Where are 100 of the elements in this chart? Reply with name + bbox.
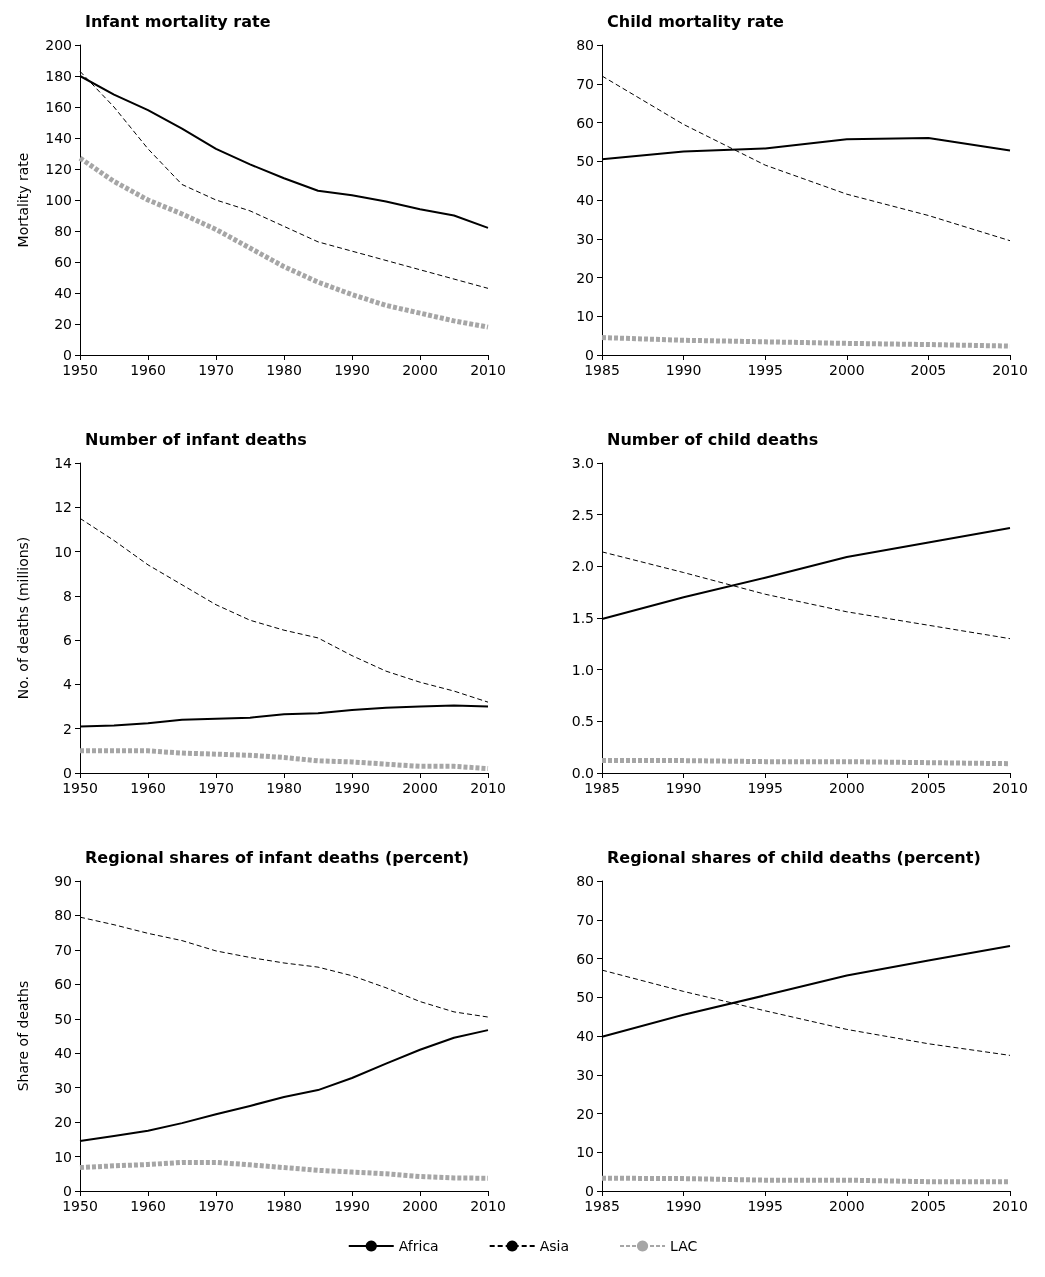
y-tick-label: 8 [63, 587, 72, 604]
x-tick-label: 2010 [470, 1198, 506, 1214]
x-tick-label: 1970 [198, 1198, 234, 1214]
y-tick-label: 40 [54, 1045, 72, 1062]
x-tick-label: 1950 [62, 780, 98, 796]
x-tick-label: 1950 [62, 362, 98, 378]
y-tick-label: 40 [576, 192, 594, 208]
y-tick-label: 10 [54, 1148, 72, 1165]
chart-title: Infant mortality rate [85, 11, 271, 31]
y-tick-label: 80 [576, 37, 594, 53]
y-tick-label: 70 [576, 75, 594, 92]
y-tick-label: 60 [576, 950, 594, 967]
y-tick-label: 60 [54, 976, 72, 993]
y-tick-label: 20 [54, 1114, 72, 1131]
y-tick-label: 3.0 [571, 455, 594, 471]
y-tick-label: 160 [45, 99, 72, 115]
chart-title: Number of child deaths [607, 429, 819, 449]
y-tick-label: 70 [576, 911, 594, 928]
x-tick-label: 1985 [584, 362, 620, 378]
y-tick-label: 0 [63, 1183, 72, 1199]
x-tick-label: 1995 [747, 1198, 784, 1214]
y-tick-label: 70 [54, 941, 72, 958]
y-tick-label: 30 [54, 1079, 72, 1096]
y-tick-label: 2.0 [571, 558, 594, 575]
y-tick-label: 50 [576, 153, 594, 170]
legend-label: Asia [539, 1238, 570, 1254]
y-tick-label: 80 [54, 907, 72, 924]
y-tick-label: 2 [63, 720, 72, 737]
y-tick-label: 12 [54, 499, 72, 516]
y-tick-label: 20 [576, 269, 594, 286]
y-tick-label: 200 [45, 37, 72, 53]
y-tick-label: 0 [63, 765, 72, 781]
x-tick-label: 1960 [130, 362, 166, 378]
y-tick-label: 40 [54, 285, 72, 301]
x-tick-label: 2010 [992, 780, 1028, 796]
x-tick-label: 2010 [470, 362, 506, 378]
x-tick-label: 2000 [828, 362, 865, 378]
y-tick-label: 30 [576, 230, 594, 247]
y-tick-label: 4 [63, 676, 73, 693]
y-tick-label: 60 [54, 254, 72, 270]
y-axis-title: Mortality rate [15, 152, 31, 248]
y-tick-label: 20 [576, 1105, 594, 1122]
y-tick-label: 50 [54, 1010, 72, 1027]
x-tick-label: 1985 [584, 780, 620, 796]
y-tick-label: 90 [54, 873, 72, 889]
x-tick-label: 1990 [665, 362, 702, 378]
x-tick-label: 1980 [266, 780, 302, 796]
y-tick-label: 14 [54, 455, 73, 471]
chart-title: Regional shares of infant deaths (percent) [85, 847, 470, 867]
x-tick-label: 1990 [334, 1198, 370, 1214]
y-tick-label: 10 [576, 1144, 594, 1161]
x-tick-label: 2000 [402, 362, 438, 378]
x-tick-label: 2005 [910, 362, 947, 378]
x-tick-label: 2010 [992, 1198, 1028, 1214]
x-tick-label: 1970 [198, 780, 234, 796]
y-tick-label: 10 [576, 308, 594, 325]
y-tick-label: 0 [585, 347, 594, 363]
y-tick-label: 0.0 [571, 765, 594, 781]
x-tick-label: 1990 [665, 780, 702, 796]
y-tick-label: 100 [45, 192, 72, 208]
chart-title: Number of infant deaths [85, 429, 307, 449]
x-tick-label: 1995 [747, 362, 784, 378]
x-tick-label: 1950 [62, 1198, 98, 1214]
x-tick-label: 2010 [470, 780, 506, 796]
y-tick-label: 1.0 [571, 661, 594, 678]
y-tick-label: 140 [45, 130, 72, 146]
y-tick-label: 40 [576, 1028, 594, 1044]
x-tick-label: 1990 [665, 1198, 702, 1214]
y-tick-label: 6 [63, 632, 73, 649]
y-tick-label: 10 [54, 543, 72, 560]
y-tick-label: 0.5 [571, 713, 594, 730]
chart-title: Regional shares of child deaths (percent) [607, 847, 981, 867]
y-tick-label: 50 [576, 989, 594, 1006]
x-tick-label: 1995 [747, 780, 784, 796]
x-tick-label: 1985 [584, 1198, 620, 1214]
x-tick-label: 1960 [130, 1198, 166, 1214]
x-tick-label: 1970 [198, 362, 234, 378]
y-tick-label: 120 [45, 161, 72, 177]
x-tick-label: 2000 [828, 780, 865, 796]
y-tick-label: 180 [45, 68, 72, 84]
x-tick-label: 1990 [334, 362, 370, 378]
y-tick-label: 1.5 [571, 610, 594, 626]
x-tick-label: 2000 [828, 1198, 865, 1214]
y-tick-label: 30 [576, 1066, 594, 1083]
x-tick-label: 1960 [130, 780, 166, 796]
y-tick-label: 0 [63, 347, 72, 363]
x-tick-label: 2010 [992, 362, 1028, 378]
y-axis-title: No. of deaths (millions) [15, 536, 31, 700]
x-tick-label: 2000 [402, 1198, 438, 1214]
x-tick-label: 2000 [402, 780, 438, 796]
y-tick-label: 80 [54, 223, 72, 239]
y-tick-label: 0 [585, 1183, 594, 1199]
y-tick-label: 2.5 [571, 506, 594, 523]
x-tick-label: 1990 [334, 780, 370, 796]
x-tick-label: 2005 [910, 1198, 947, 1214]
x-tick-label: 2005 [910, 780, 947, 796]
y-tick-label: 80 [576, 873, 594, 889]
legend-label: LAC [670, 1238, 698, 1254]
x-tick-label: 1980 [266, 362, 302, 378]
y-tick-label: 20 [54, 316, 72, 332]
